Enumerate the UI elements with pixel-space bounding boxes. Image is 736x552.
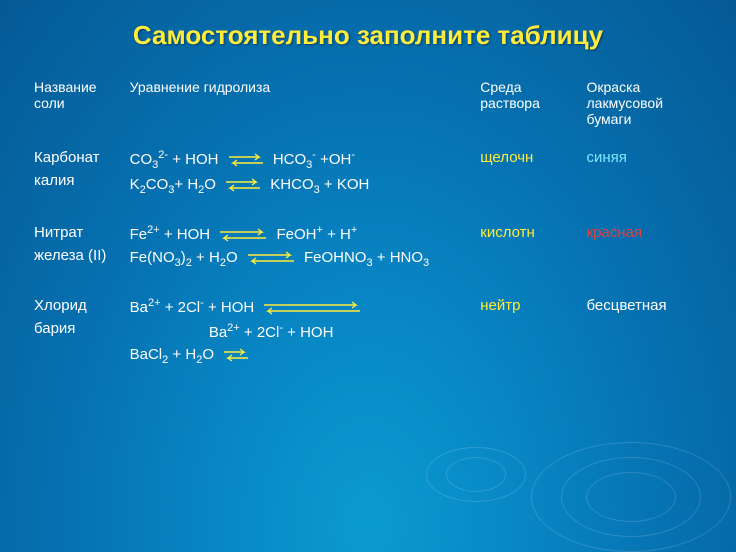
eq-text: +OH (316, 151, 351, 168)
eq-sup: 2+ (227, 322, 240, 334)
header-equation: Уравнение гидролиза (124, 75, 475, 141)
eq-text: FeOH (276, 226, 316, 243)
eq-text: O (202, 346, 214, 363)
eq-sup: 2- (158, 149, 168, 161)
equilibrium-arrow-icon (224, 178, 262, 192)
environment-cell: щелочн (474, 141, 580, 216)
equation-cell: Ba2+ + 2Cl- + HOH Ba2+ + 2Cl- + HOH BaCl… (124, 289, 475, 387)
eq-text: K (130, 176, 140, 193)
eq-text: + HOH (168, 151, 218, 168)
eq-sup: 2+ (148, 297, 161, 309)
environment-cell: нейтр (474, 289, 580, 387)
eq-text: O (226, 249, 238, 266)
eq-sub: 3 (423, 257, 429, 269)
eq-sup: - (351, 149, 355, 161)
table-row: Карбонат калия CO32- + HOH HCO3- +OH- K2… (28, 141, 708, 216)
equilibrium-arrow-icon (222, 348, 250, 362)
color-cell: красная (581, 216, 709, 289)
header-color: Окраска лакмусовой бумаги (581, 75, 709, 141)
environment-cell: кислотн (474, 216, 580, 289)
slide-title: Самостоятельно заполните таблицу (28, 20, 708, 51)
eq-sup: + (351, 224, 357, 236)
eq-text: + H (168, 346, 196, 363)
eq-text: + HNO (373, 249, 423, 266)
header-environment: Среда раствора (474, 75, 580, 141)
eq-text: O (204, 176, 216, 193)
eq-text: HCO (273, 151, 306, 168)
eq-text: + H (323, 226, 351, 243)
salt-name: Нитрат железа (II) (28, 216, 124, 289)
equilibrium-arrow-icon (262, 301, 362, 315)
eq-text: KHCO (270, 176, 313, 193)
equation-cell: Fe2+ + HOH FeOH+ + H+ Fe(NO3)2 + H2O FeO… (124, 216, 475, 289)
eq-text: + KOH (320, 176, 370, 193)
eq-text: Ba (209, 324, 227, 341)
color-cell: бесцветная (581, 289, 709, 387)
equilibrium-arrow-icon (246, 251, 296, 265)
header-name: Название соли (28, 75, 124, 141)
eq-text: + 2Cl (161, 299, 201, 316)
table-row: Хлорид бария Ba2+ + 2Cl- + HOH Ba2+ + 2C… (28, 289, 708, 387)
equilibrium-arrow-icon (218, 228, 268, 242)
eq-text: + H (192, 249, 220, 266)
eq-text: + HOH (204, 299, 254, 316)
equilibrium-arrow-icon (227, 153, 265, 167)
eq-text: CO (130, 151, 153, 168)
eq-text: Ba (130, 299, 148, 316)
eq-text: CO (146, 176, 169, 193)
eq-text: BaCl (130, 346, 163, 363)
equation-cell: CO32- + HOH HCO3- +OH- K2CO3+ H2O KHCO3 … (124, 141, 475, 216)
eq-text: FeOHNO (304, 249, 367, 266)
table-header-row: Название соли Уравнение гидролиза Среда … (28, 75, 708, 141)
eq-sup: 2+ (147, 224, 160, 236)
color-cell: синяя (581, 141, 709, 216)
hydrolysis-table: Название соли Уравнение гидролиза Среда … (28, 75, 708, 387)
eq-text: Fe (130, 226, 148, 243)
eq-text: Fe(NO (130, 249, 175, 266)
salt-name: Хлорид бария (28, 289, 124, 387)
eq-text: + HOH (160, 226, 210, 243)
eq-text: + HOH (283, 324, 333, 341)
table-row: Нитрат железа (II) Fe2+ + HOH FeOH + + H +… (28, 216, 708, 289)
salt-name: Карбонат калия (28, 141, 124, 216)
eq-text: + H (174, 176, 198, 193)
eq-text: + 2Cl (240, 324, 280, 341)
